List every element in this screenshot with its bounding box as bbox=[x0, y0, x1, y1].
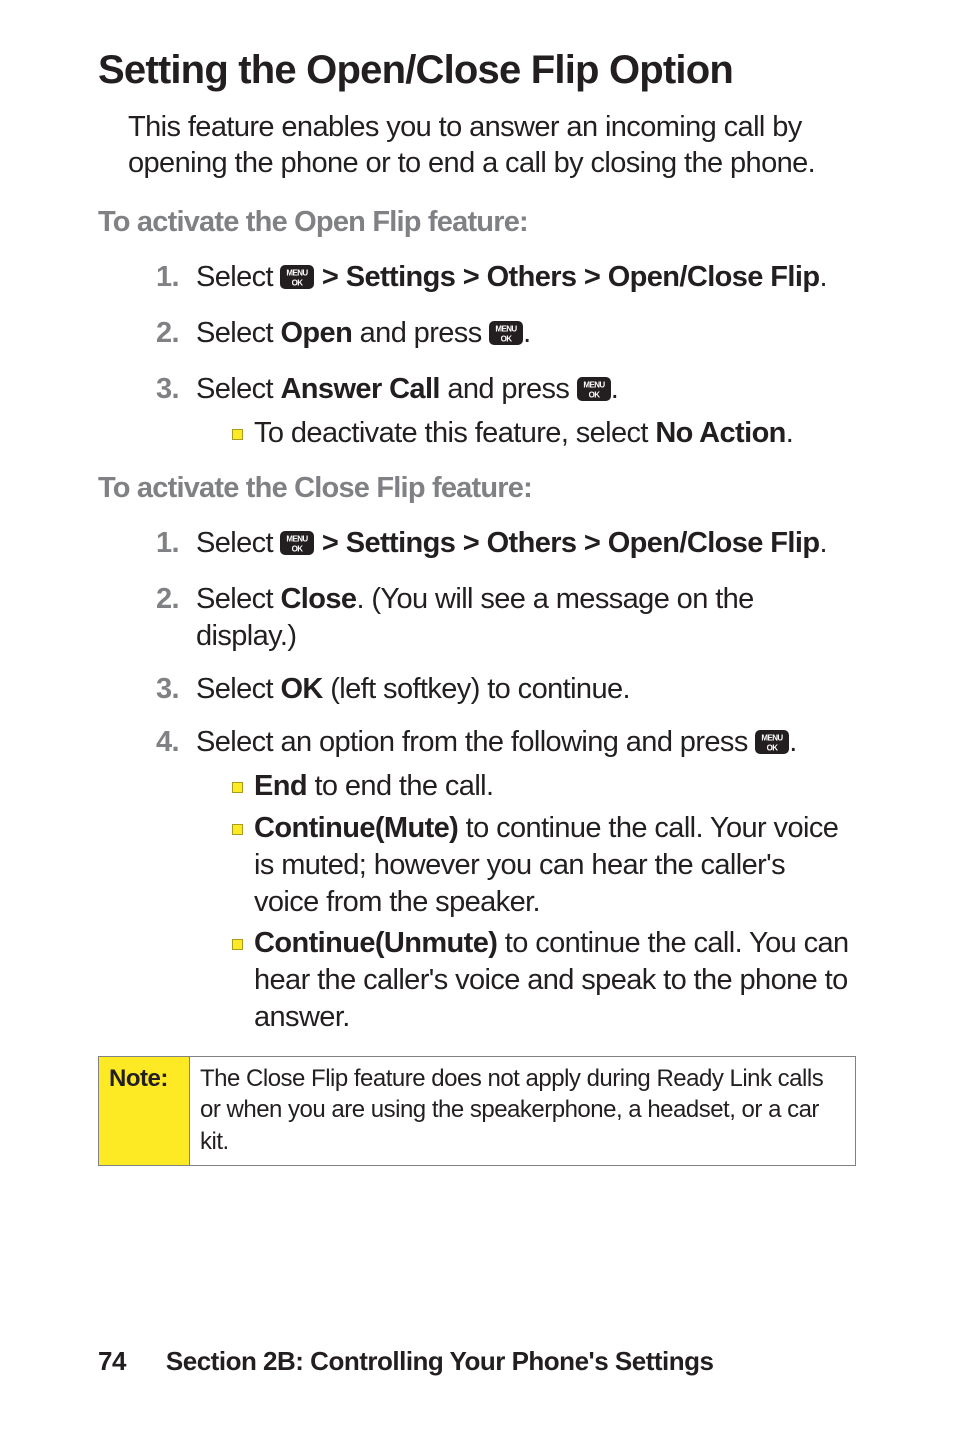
svg-text:MENU: MENU bbox=[287, 268, 309, 277]
step-term: Answer Call bbox=[280, 373, 439, 405]
step-path: > Settings > Others > Open/Close Flip bbox=[314, 261, 819, 293]
svg-text:OK: OK bbox=[767, 744, 779, 753]
step-punct: . bbox=[819, 261, 826, 293]
note-text: The Close Flip feature does not apply du… bbox=[190, 1057, 856, 1166]
step-text: Select bbox=[196, 583, 280, 615]
step-text: Select bbox=[196, 373, 280, 405]
step-punct: . bbox=[789, 726, 796, 758]
note-label: Note: bbox=[99, 1057, 190, 1166]
note-box: Note: The Close Flip feature does not ap… bbox=[98, 1056, 856, 1166]
subhead-close: To activate the Close Flip feature: bbox=[98, 472, 856, 505]
step-term: Open bbox=[280, 317, 352, 349]
step-number: 1. bbox=[156, 259, 179, 296]
step-number: 3. bbox=[156, 371, 179, 408]
bullet-punct: . bbox=[786, 417, 793, 449]
menu-ok-icon: MENUOK bbox=[755, 727, 789, 764]
step-text: and press bbox=[440, 373, 577, 405]
menu-ok-icon: MENUOK bbox=[489, 318, 523, 355]
step-number: 2. bbox=[156, 315, 179, 352]
page-footer: 74 Section 2B: Controlling Your Phone's S… bbox=[98, 1346, 713, 1377]
svg-text:MENU: MENU bbox=[583, 380, 605, 389]
menu-ok-icon: MENUOK bbox=[577, 374, 611, 411]
close-step-4: 4. Select an option from the following a… bbox=[156, 724, 856, 1036]
bullet-item: End to end the call. bbox=[232, 768, 856, 805]
bullet-term: Continue(Mute) bbox=[254, 812, 458, 844]
close-step-4-bullets: End to end the call. Continue(Mute) to c… bbox=[196, 768, 856, 1036]
step-text: and press bbox=[352, 317, 489, 349]
step-number: 4. bbox=[156, 724, 179, 761]
bullet-term: Continue(Unmute) bbox=[254, 927, 497, 959]
bullet-text: to end the call. bbox=[307, 770, 494, 802]
svg-text:OK: OK bbox=[292, 545, 304, 554]
step-punct: . bbox=[611, 373, 618, 405]
step-text: Select bbox=[196, 261, 280, 293]
open-step-3: 3. Select Answer Call and press MENUOK. … bbox=[156, 371, 856, 452]
page-title: Setting the Open/Close Flip Option bbox=[98, 48, 856, 93]
section-label: Section 2B: Controlling Your Phone's Set… bbox=[166, 1346, 714, 1376]
step-number: 3. bbox=[156, 671, 179, 708]
step-term: OK bbox=[280, 673, 322, 705]
bullet-term: No Action bbox=[655, 417, 785, 449]
step-punct: . bbox=[523, 317, 530, 349]
step-text: Select an option from the following and … bbox=[196, 726, 755, 758]
step-text: Select bbox=[196, 317, 280, 349]
bullet-item: To deactivate this feature, select No Ac… bbox=[232, 415, 856, 452]
bullet-text: To deactivate this feature, select bbox=[254, 417, 655, 449]
close-steps-list: 1. Select MENUOK > Settings > Others > O… bbox=[98, 525, 856, 1036]
open-steps-list: 1. Select MENUOK > Settings > Others > O… bbox=[98, 259, 856, 452]
step-text: (left softkey) to continue. bbox=[323, 673, 630, 705]
step-term: Close bbox=[280, 583, 356, 615]
menu-ok-icon: MENUOK bbox=[280, 262, 314, 299]
svg-text:OK: OK bbox=[501, 334, 513, 343]
subhead-open: To activate the Open Flip feature: bbox=[98, 206, 856, 239]
close-step-1: 1. Select MENU OK > Settings > Others > O… bbox=[156, 525, 856, 565]
bullet-term: End bbox=[254, 770, 307, 802]
svg-text:MENU: MENU bbox=[495, 324, 517, 333]
step-punct: . bbox=[819, 527, 826, 559]
svg-text:OK: OK bbox=[588, 390, 600, 399]
svg-text:MENU: MENU bbox=[762, 734, 784, 743]
bullet-item: Continue(Unmute) to continue the call. Y… bbox=[232, 925, 856, 1036]
close-step-2: 2. Select Close. (You will see a message… bbox=[156, 581, 856, 655]
svg-text:OK: OK bbox=[292, 278, 304, 287]
bullet-item: Continue(Mute) to continue the call. You… bbox=[232, 810, 856, 921]
svg-text:MENU: MENU bbox=[287, 534, 309, 543]
open-step-2: 2. Select Open and press MENUOK. bbox=[156, 315, 856, 355]
step-number: 2. bbox=[156, 581, 179, 618]
page-number: 74 bbox=[98, 1346, 126, 1376]
step-number: 1. bbox=[156, 525, 179, 562]
step-text: Select bbox=[196, 673, 280, 705]
open-step-3-bullets: To deactivate this feature, select No Ac… bbox=[196, 415, 856, 452]
menu-ok-icon: MENU OK bbox=[280, 528, 314, 565]
close-step-3: 3. Select OK (left softkey) to continue. bbox=[156, 671, 856, 708]
step-path: > Settings > Others > Open/Close Flip bbox=[314, 527, 819, 559]
open-step-1: 1. Select MENUOK > Settings > Others > O… bbox=[156, 259, 856, 299]
step-text: Select bbox=[196, 527, 280, 559]
intro-paragraph: This feature enables you to answer an in… bbox=[128, 109, 856, 182]
